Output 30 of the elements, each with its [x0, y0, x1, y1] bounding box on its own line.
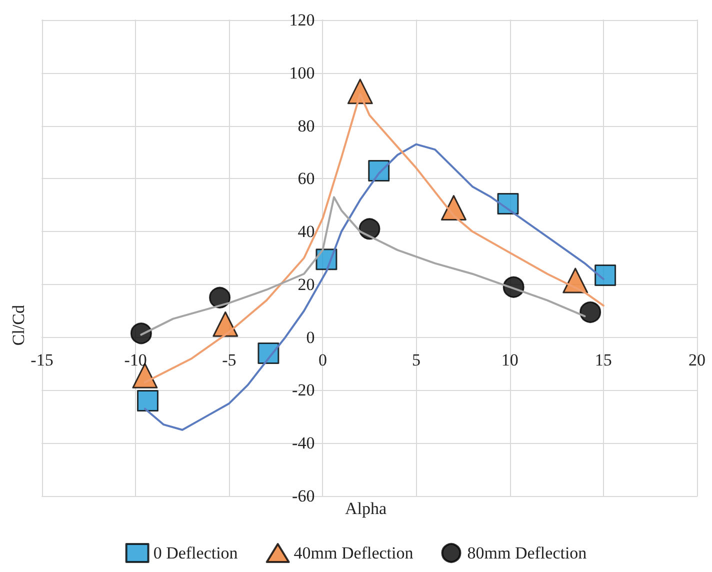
x-tick-label: 10 — [501, 350, 518, 370]
point — [130, 322, 152, 344]
x-tick-label: 5 — [412, 350, 421, 370]
x-tick-label: -10 — [124, 350, 147, 370]
y-tick-label: 0 — [306, 328, 315, 347]
y-tick-label: 80 — [298, 116, 315, 136]
y-tick-label: 100 — [289, 63, 315, 82]
point — [212, 311, 238, 337]
x-tick-label: 0 — [318, 350, 327, 370]
y-tick-label: 60 — [298, 169, 315, 188]
y-tick-label: -20 — [292, 380, 315, 400]
y-tick-label: 120 — [289, 10, 315, 30]
point — [209, 286, 231, 308]
y-tick-label: -40 — [292, 434, 315, 453]
x-tick-label: -15 — [30, 350, 54, 370]
legend-label: 40mm Deflection — [294, 544, 414, 562]
y-tick-label: -60 — [292, 486, 315, 506]
x-tick-label: 15 — [594, 350, 612, 370]
point — [136, 390, 158, 412]
point — [594, 264, 616, 286]
x-tick-label: 20 — [688, 350, 706, 370]
legend-label: 0 Deflection — [153, 544, 238, 562]
point — [358, 218, 380, 240]
x-tick-label: -5 — [222, 350, 236, 370]
y-tick-label: 20 — [298, 274, 315, 294]
legend-label: 80mm Deflection — [467, 544, 588, 562]
y-tick-label: 40 — [298, 222, 315, 242]
y-axis-title: Cl/Cd — [9, 304, 28, 346]
x-axis-title: Alpha — [345, 499, 387, 518]
point — [580, 301, 602, 323]
